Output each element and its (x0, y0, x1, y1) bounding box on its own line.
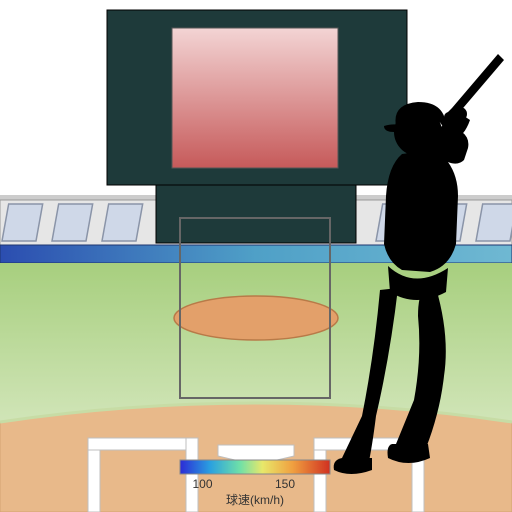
stand-panel-2 (102, 204, 143, 241)
colorbar-tick-1: 150 (275, 477, 295, 491)
scoreboard-screen (172, 28, 338, 168)
colorbar-label: 球速(km/h) (226, 493, 284, 507)
pitch-view-scene: 100 150 球速(km/h) (0, 0, 512, 512)
colorbar (180, 460, 330, 474)
colorbar-tick-0: 100 (192, 477, 212, 491)
stand-panel-0 (2, 204, 43, 241)
scoreboard-neck (156, 185, 356, 243)
stand-panel-5 (476, 204, 512, 241)
pitchers-mound (174, 296, 338, 340)
stand-panel-1 (52, 204, 93, 241)
